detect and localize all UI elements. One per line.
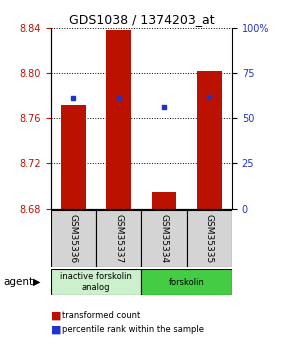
Title: GDS1038 / 1374203_at: GDS1038 / 1374203_at: [68, 13, 214, 27]
Point: [207, 94, 212, 99]
Bar: [61, 105, 86, 209]
Text: ■: ■: [51, 325, 61, 334]
Text: transformed count: transformed count: [62, 311, 141, 320]
Bar: [197, 71, 222, 209]
Bar: [96, 210, 142, 267]
Bar: [106, 30, 131, 209]
Text: ▶: ▶: [33, 277, 41, 287]
Text: GSM35335: GSM35335: [205, 214, 214, 264]
Point: [71, 95, 76, 100]
Bar: [142, 269, 232, 295]
Text: inactive forskolin
analog: inactive forskolin analog: [60, 272, 132, 292]
Point: [162, 104, 166, 110]
Text: forskolin: forskolin: [169, 277, 205, 287]
Text: GSM35336: GSM35336: [69, 214, 78, 264]
Bar: [142, 210, 187, 267]
Bar: [51, 269, 142, 295]
Bar: [51, 210, 96, 267]
Bar: [187, 210, 232, 267]
Point: [116, 95, 121, 100]
Text: percentile rank within the sample: percentile rank within the sample: [62, 325, 204, 334]
Text: ■: ■: [51, 311, 61, 321]
Text: GSM35337: GSM35337: [114, 214, 123, 264]
Bar: [152, 192, 177, 209]
Text: GSM35334: GSM35334: [160, 214, 168, 264]
Text: agent: agent: [3, 277, 33, 287]
